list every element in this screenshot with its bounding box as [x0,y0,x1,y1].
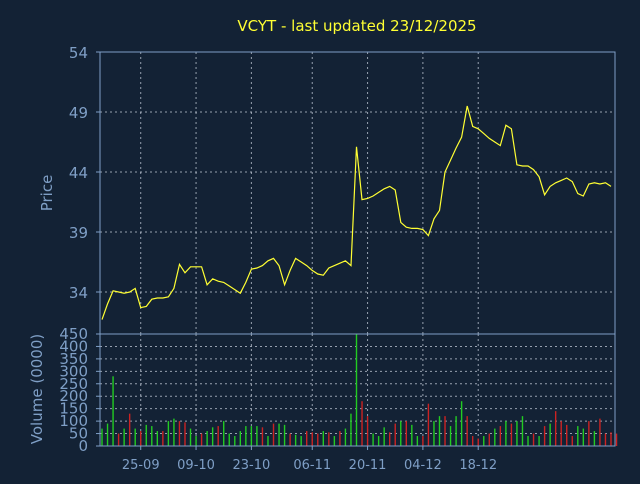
volume-y-tick-label: 300 [59,362,88,380]
volume-y-tick-label: 350 [59,350,88,368]
volume-y-tick-label: 400 [59,337,88,355]
x-axis-ticks: 25-09 09-10 23-10 06-11 20-11 04-12 18-12 [122,446,497,473]
price-series-line [101,105,612,320]
chart-title: VCYT - last updated 23/12/2025 [237,17,476,35]
x-tick-label: 20-11 [349,458,387,473]
price-y-tick-label: 54 [69,44,88,62]
volume-y-tick-label: 250 [59,375,88,393]
volume-axis-label: Volume (0000) [28,334,46,444]
volume-y-tick-label: 50 [69,425,88,443]
volume-y-tick-label: 200 [59,387,88,405]
volume-panel-frame [99,333,616,447]
volume-y-tick-label: 100 [59,412,88,430]
price-axis-label: Price [38,175,56,212]
x-tick-label: 23-10 [232,458,270,473]
x-tick-label: 04-12 [404,458,442,473]
price-y-tick-label: 39 [69,224,88,242]
x-tick-label: 06-11 [293,458,331,473]
price-y-tick-label: 49 [69,104,88,122]
x-tick-label: 25-09 [122,458,160,473]
volume-y-tick-label: 0 [78,437,88,455]
price-y-tick-label: 44 [69,164,88,182]
x-tick-label: 18-12 [459,458,497,473]
x-tick-label: 09-10 [177,458,215,473]
volume-y-tick-label: 450 [59,325,88,343]
price-y-tick-label: 34 [69,284,88,302]
volume-y-tick-label: 150 [59,400,88,418]
